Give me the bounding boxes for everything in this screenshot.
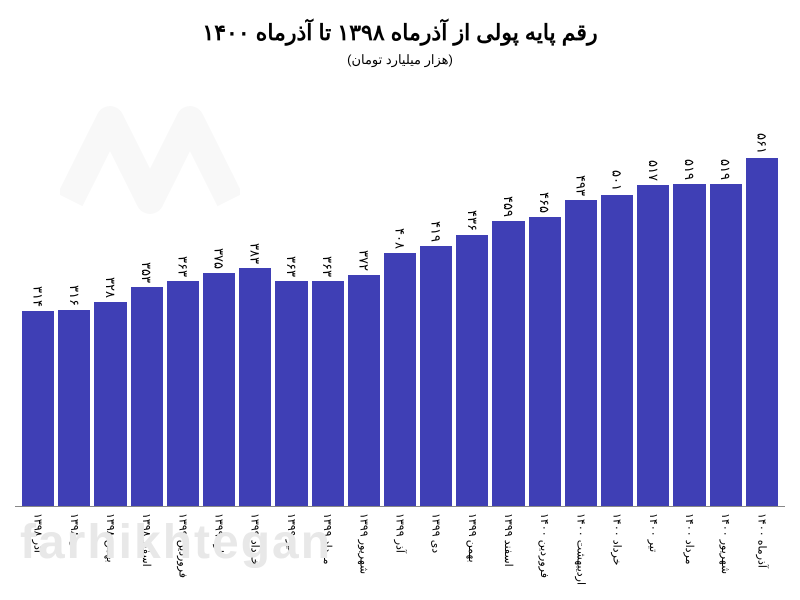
bar	[22, 311, 54, 506]
bar	[384, 253, 416, 506]
bar-group: ۳۶۳	[312, 78, 344, 506]
bar-value-label: ۳۷۵	[212, 248, 227, 269]
x-axis-label: تیر ۱۴۰۰	[647, 513, 660, 552]
bar-group: ۴۹۳	[565, 78, 597, 506]
bar-group: ۵۱۹	[710, 78, 742, 506]
x-axis-label: شهریور ۱۴۰۰	[719, 513, 732, 574]
bar-value-label: ۳۱۴	[31, 286, 46, 307]
bar-group: ۳۷۵	[203, 78, 235, 506]
bar	[420, 246, 452, 506]
bar-group: ۳۶۳	[275, 78, 307, 506]
bar-value-label: ۳۵۳	[139, 262, 154, 283]
x-label-group: اردیبهشت ۱۴۰۰	[565, 513, 597, 585]
x-axis-label: آذر ۱۳۹۹	[393, 513, 406, 553]
plot-area: ۳۱۴ ۳۱۶ ۳۲۸ ۳۵۳ ۳۶۳ ۳۷۵ ۳۸۳ ۳۶۳ ۳۶۳ ۳۷۲ ۴۰۸ ۴۱۹ ۴۳۶ ۴…	[15, 78, 785, 507]
x-label-group: آذرماه ۱۴۰۰	[746, 513, 778, 585]
x-label-group: شهریور ۱۳۹۹	[348, 513, 380, 585]
bar	[492, 221, 524, 506]
bar-group: ۳۸۳	[239, 78, 271, 506]
x-label-group: اسفند ۱۳۹۹	[492, 513, 524, 585]
bar-value-label: ۵۰۱	[610, 170, 625, 191]
bar-value-label: ۵۶۱	[754, 133, 769, 154]
chart-container: رقم پایه پولی از آذرماه ۱۳۹۸ تا آذرماه ۱…	[0, 0, 800, 600]
x-axis-label: بهمن ۱۳۹۹	[466, 513, 479, 563]
bar-group: ۵۶۱	[746, 78, 778, 506]
bar-value-label: ۴۳۶	[465, 210, 480, 231]
x-axis-label: اردیبهشت ۱۴۰۰	[574, 513, 587, 585]
bar-group: ۴۳۶	[456, 78, 488, 506]
bar-value-label: ۵۱۹	[718, 159, 733, 180]
bar	[673, 184, 705, 506]
bar	[203, 273, 235, 506]
bar-group: ۴۰۸	[384, 78, 416, 506]
bar	[601, 195, 633, 506]
bar-group: ۳۱۶	[58, 78, 90, 506]
bar	[94, 302, 126, 506]
x-axis-label: فروردین ۱۴۰۰	[538, 513, 551, 578]
bar	[348, 275, 380, 506]
bar-group: ۴۶۵	[529, 78, 561, 506]
bar-group: ۳۷۲	[348, 78, 380, 506]
bar-group: ۵۱۷	[637, 78, 669, 506]
watermark-text: farhikhtegan	[20, 515, 332, 570]
bar	[167, 281, 199, 506]
bar-value-label: ۳۷۲	[356, 250, 371, 271]
bar-group: ۴۱۹	[420, 78, 452, 506]
bar	[58, 310, 90, 506]
bar	[275, 281, 307, 506]
bar-value-label: ۵۱۷	[646, 160, 661, 181]
x-axis-label: آذرماه ۱۴۰۰	[755, 513, 768, 568]
bar	[239, 268, 271, 506]
x-label-group: بهمن ۱۳۹۹	[456, 513, 488, 585]
x-axis-label: خرداد ۱۴۰۰	[611, 513, 624, 565]
bar-group: ۵۱۹	[673, 78, 705, 506]
bar-value-label: ۳۲۸	[103, 277, 118, 298]
bar	[312, 281, 344, 506]
x-label-group: تیر ۱۴۰۰	[637, 513, 669, 585]
bar-group: ۳۶۳	[167, 78, 199, 506]
x-label-group: دی ۱۳۹۹	[420, 513, 452, 585]
bar-group: ۳۲۸	[94, 78, 126, 506]
bar-value-label: ۳۸۳	[248, 243, 263, 264]
x-label-group: فروردین ۱۴۰۰	[529, 513, 561, 585]
bar-value-label: ۳۶۳	[284, 256, 299, 277]
bar-value-label: ۴۹۳	[573, 175, 588, 196]
bar	[637, 185, 669, 506]
bar-group: ۵۰۱	[601, 78, 633, 506]
bar	[710, 184, 742, 506]
x-axis-label: شهریور ۱۳۹۹	[357, 513, 370, 574]
x-axis-label: مرداد ۱۴۰۰	[683, 513, 696, 565]
bar-group: ۴۵۹	[492, 78, 524, 506]
x-axis-label: اسفند ۱۳۹۹	[502, 513, 515, 567]
bar-value-label: ۳۶۳	[320, 256, 335, 277]
bar-value-label: ۳۱۶	[67, 285, 82, 306]
bar-group: ۳۵۳	[131, 78, 163, 506]
bar-value-label: ۴۶۵	[537, 192, 552, 213]
chart-title: رقم پایه پولی از آذرماه ۱۳۹۸ تا آذرماه ۱…	[15, 20, 785, 46]
x-label-group: شهریور ۱۴۰۰	[710, 513, 742, 585]
bar	[565, 200, 597, 506]
bar-value-label: ۴۰۸	[392, 228, 407, 249]
x-label-group: آذر ۱۳۹۹	[384, 513, 416, 585]
bar-value-label: ۴۱۹	[429, 221, 444, 242]
bar-value-label: ۴۵۹	[501, 196, 516, 217]
bar-group: ۳۱۴	[22, 78, 54, 506]
x-label-group: مرداد ۱۴۰۰	[673, 513, 705, 585]
x-label-group: خرداد ۱۴۰۰	[601, 513, 633, 585]
bar	[746, 158, 778, 506]
chart-subtitle: (هزار میلیارد تومان)	[15, 52, 785, 68]
bar-value-label: ۵۱۹	[682, 159, 697, 180]
bar-value-label: ۳۶۳	[175, 256, 190, 277]
x-axis-label: دی ۱۳۹۹	[430, 513, 443, 553]
bar	[529, 217, 561, 506]
bar	[131, 287, 163, 506]
bar	[456, 235, 488, 506]
